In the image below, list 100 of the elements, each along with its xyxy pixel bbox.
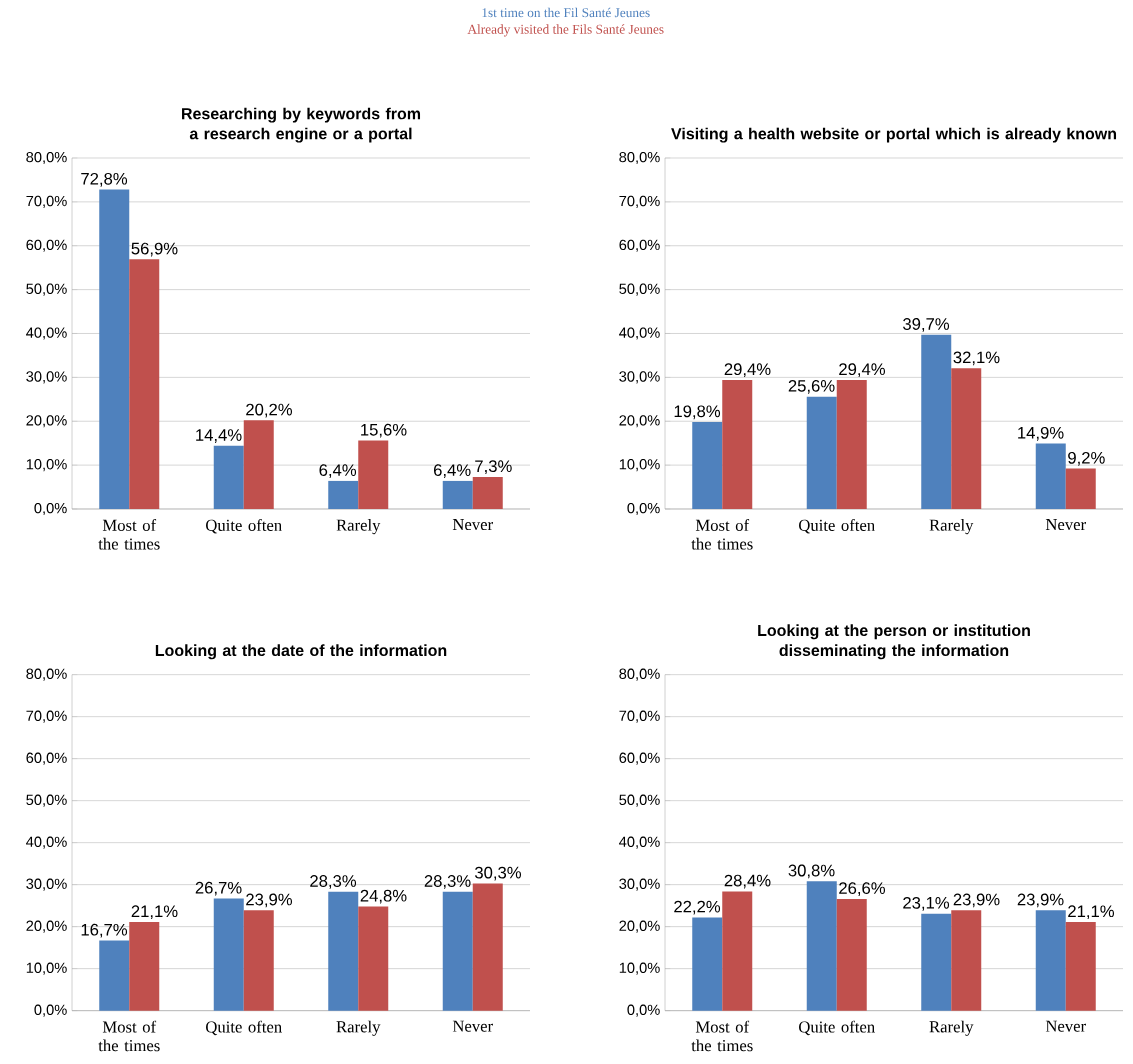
data-label: 23,9% xyxy=(1017,893,1064,908)
bar xyxy=(951,368,982,509)
bar xyxy=(213,898,244,1011)
data-label: 25,6% xyxy=(788,379,835,394)
data-label: 30,8% xyxy=(788,864,835,879)
bar xyxy=(806,881,837,1011)
data-label: 22,2% xyxy=(674,900,721,915)
y-tick-label: 70,0% xyxy=(26,195,67,208)
data-label: 26,6% xyxy=(839,882,885,896)
x-tick-label: Most of the times xyxy=(98,519,160,550)
bar xyxy=(243,910,274,1011)
data-label: 14,4% xyxy=(196,429,242,443)
y-tick-label: 0,0% xyxy=(34,502,67,516)
y-tick-label: 40,0% xyxy=(26,836,67,849)
y-tick-label: 80,0% xyxy=(26,668,67,681)
data-label: 30,3% xyxy=(474,866,522,881)
data-label: 7,3% xyxy=(475,460,512,475)
bar xyxy=(722,380,753,509)
bar xyxy=(836,898,867,1011)
chart-title: Visiting a health website or portal which is already known xyxy=(671,127,1117,143)
bar xyxy=(358,906,389,1011)
y-tick-label: 30,0% xyxy=(26,371,67,384)
y-tick-label: 0,0% xyxy=(627,1004,660,1017)
y-tick-label: 80,0% xyxy=(619,151,660,165)
data-label: 23,9% xyxy=(246,893,293,908)
x-tick-label: Never xyxy=(452,519,493,531)
data-label: 6,4% xyxy=(434,464,471,478)
x-tick-label: Never xyxy=(1045,1020,1086,1032)
y-tick-label: 40,0% xyxy=(619,836,660,849)
data-label: 20,2% xyxy=(246,403,293,418)
y-tick-label: 60,0% xyxy=(26,752,67,765)
data-label: 6,4% xyxy=(319,464,357,478)
y-tick-label: 70,0% xyxy=(619,710,660,723)
x-tick-label: Quite often xyxy=(206,519,282,534)
bar xyxy=(358,440,389,509)
data-label: 16,7% xyxy=(81,923,128,938)
data-label: 29,4% xyxy=(839,363,885,378)
y-tick-label: 20,0% xyxy=(619,920,660,933)
bar xyxy=(806,396,837,509)
bar xyxy=(951,910,982,1011)
bar xyxy=(1035,443,1066,509)
y-tick-label: 0,0% xyxy=(34,1004,67,1017)
data-label: 19,8% xyxy=(674,405,721,420)
data-label: 72,8% xyxy=(81,172,128,187)
y-tick-label: 20,0% xyxy=(26,920,67,933)
data-label: 39,7% xyxy=(903,318,950,332)
y-tick-label: 40,0% xyxy=(26,327,67,340)
x-tick-label: Never xyxy=(452,1020,493,1032)
data-label: 32,1% xyxy=(953,351,1000,366)
data-label: 28,4% xyxy=(724,874,771,889)
y-tick-label: 60,0% xyxy=(26,239,67,252)
y-tick-label: 20,0% xyxy=(26,415,67,428)
x-tick-label: Most of the times xyxy=(691,1020,753,1052)
bar xyxy=(328,891,359,1011)
data-label: 15,6% xyxy=(361,423,407,438)
data-label: 23,9% xyxy=(953,893,1000,908)
data-label: 26,7% xyxy=(195,881,242,896)
x-tick-label: Most of the times xyxy=(98,1020,160,1052)
y-tick-label: 60,0% xyxy=(619,752,660,765)
data-label: 56,9% xyxy=(131,242,178,257)
data-label: 29,4% xyxy=(724,363,771,378)
bar xyxy=(472,883,503,1011)
text: Already visited the Fils Santé Jeunes xyxy=(467,24,664,37)
y-tick-label: 10,0% xyxy=(26,962,67,975)
y-tick-label: 10,0% xyxy=(619,962,660,975)
bar xyxy=(1065,922,1096,1011)
data-label: 21,1% xyxy=(1068,905,1114,920)
bar xyxy=(99,940,130,1011)
bar xyxy=(692,422,723,509)
x-tick-label: Most of the times xyxy=(691,519,753,550)
x-tick-label: Rarely xyxy=(336,1020,381,1036)
y-tick-label: 60,0% xyxy=(619,239,660,252)
bar xyxy=(472,476,503,509)
y-tick-label: 50,0% xyxy=(619,794,660,807)
y-tick-label: 0,0% xyxy=(627,502,660,516)
chart-title: Looking at the person or institution disseminating the information xyxy=(758,624,1030,660)
bar xyxy=(243,420,274,509)
x-tick-label: Quite often xyxy=(799,1020,875,1036)
x-tick-label: Rarely xyxy=(929,519,974,535)
chart-title: Researching by keywords from a research engine or a portal xyxy=(182,107,421,143)
x-tick-label: Never xyxy=(1045,519,1086,531)
bar xyxy=(921,334,952,509)
y-tick-label: 30,0% xyxy=(26,878,67,891)
x-tick-label: Rarely xyxy=(929,1020,974,1036)
bar xyxy=(836,380,867,509)
bar xyxy=(442,891,473,1011)
y-tick-label: 20,0% xyxy=(619,415,660,428)
x-tick-label: Quite often xyxy=(206,1020,282,1036)
y-tick-label: 10,0% xyxy=(619,459,660,472)
y-tick-label: 30,0% xyxy=(619,371,660,384)
bar xyxy=(328,480,359,509)
bar xyxy=(1065,468,1096,509)
y-tick-label: 40,0% xyxy=(619,327,660,340)
bar xyxy=(722,891,753,1011)
chart-title: Looking at the date of the information xyxy=(155,644,447,660)
y-tick-label: 80,0% xyxy=(26,151,67,165)
bar xyxy=(442,480,473,509)
bar xyxy=(213,445,244,509)
y-tick-label: 70,0% xyxy=(619,195,660,208)
y-tick-label: 50,0% xyxy=(26,283,67,296)
